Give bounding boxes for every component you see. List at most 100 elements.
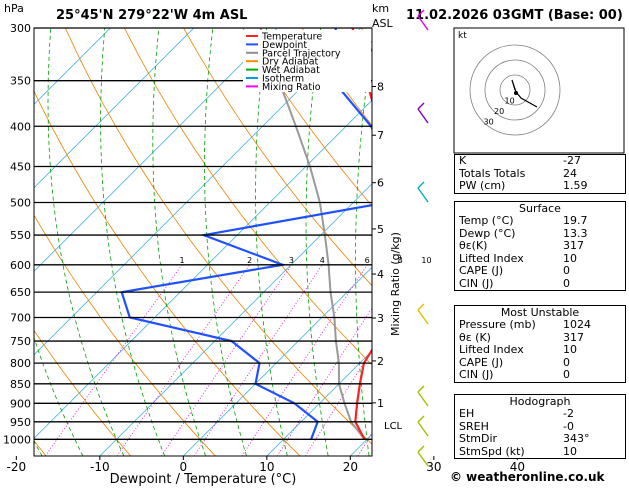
mixing-ratio-label: 2	[247, 256, 252, 265]
pressure-tick-label: 450	[10, 161, 31, 174]
wet-adiabat	[205, 28, 247, 456]
km-tick-label: 3	[377, 312, 384, 325]
hodograph-kt-label: kt	[458, 31, 467, 41]
stmdir-value: 343°	[563, 433, 621, 446]
surface-cape-label: CAPE (J)	[459, 265, 503, 278]
x-tick-label: -20	[7, 460, 27, 474]
lcl-label: LCL	[384, 421, 403, 432]
hodograph-ring-label: 10	[505, 97, 515, 106]
pressure-tick-label: 600	[10, 259, 31, 272]
surface-theta-value: 317	[563, 240, 621, 253]
hodograph-storm-motion	[514, 91, 518, 95]
mixing-ratio-line	[117, 265, 250, 456]
wind-barb	[418, 452, 428, 466]
km-tick-label: 1	[377, 397, 384, 410]
wind-barb-flag	[418, 182, 424, 188]
surface-cape-value: 0	[563, 265, 621, 278]
mixing-ratio-axis-label: Mixing Ratio (g/kg)	[389, 232, 402, 336]
mu-pressure-value: 1024	[563, 319, 621, 332]
pressure-tick-label: 900	[10, 397, 31, 410]
mixing-ratio-label: 1	[179, 256, 184, 265]
mixing-ratio-label: 8	[398, 256, 403, 265]
wind-barb	[418, 109, 428, 123]
hodograph-stats-title: Hodograph	[455, 395, 625, 408]
pressure-tick-label: 950	[10, 416, 31, 429]
mixing-ratio-label: 4	[320, 256, 325, 265]
mu-pressure-label: Pressure (mb)	[459, 319, 536, 332]
wind-barb	[418, 392, 428, 406]
legend-entry: Mixing Ratio	[262, 82, 321, 93]
wind-barb	[418, 310, 428, 324]
surface-li-value: 10	[563, 253, 621, 266]
surface-theta-label: θε(K)	[459, 240, 487, 253]
credit-text[interactable]: © weatheronline.co.uk	[450, 470, 605, 484]
pw-label: PW (cm)	[459, 180, 505, 193]
hodograph-frame	[454, 28, 624, 153]
km-label: km	[372, 2, 389, 15]
plot-frame	[34, 28, 372, 456]
mixing-ratio-line	[242, 265, 367, 456]
mixing-ratio-label: 10	[421, 256, 431, 265]
pressure-tick-label: 750	[10, 335, 31, 348]
mu-li-label: Lifted Index	[459, 344, 524, 357]
wind-barb-flag	[418, 386, 424, 392]
asl-label: ASL	[372, 17, 394, 30]
surface-temp-value: 19.7	[563, 215, 621, 228]
pressure-tick-label: 700	[10, 311, 31, 324]
mu-cin-label: CIN (J)	[459, 369, 493, 382]
eh-value: -2	[563, 408, 621, 421]
wind-barb-flag	[418, 416, 424, 422]
pressure-tick-label: 350	[10, 75, 31, 88]
most-unstable-box: Most Unstable Pressure (mb)1024 θε (K)31…	[454, 305, 626, 383]
km-tick-label: 6	[377, 177, 384, 190]
wind-barb-flag	[418, 304, 424, 310]
surface-box: Surface Temp (°C)19.7 Dewp (°C)13.3 θε(K…	[454, 201, 626, 291]
pressure-tick-label: 400	[10, 120, 31, 133]
mixing-ratio-line	[194, 265, 322, 456]
wind-barbs	[418, 10, 428, 466]
pressure-tick-label: 300	[10, 22, 31, 35]
isotherm-line	[0, 28, 277, 456]
wet-adiabat	[48, 28, 124, 456]
surface-cin-value: 0	[563, 278, 621, 291]
x-tick-label: 30	[426, 460, 441, 474]
mu-cape-value: 0	[563, 357, 621, 370]
mixing-ratio-line	[45, 265, 182, 456]
wind-barb-flag	[418, 446, 424, 452]
mu-cin-value: 0	[563, 369, 621, 382]
pressure-tick-label: 850	[10, 378, 31, 391]
surface-cin-label: CIN (J)	[459, 278, 493, 291]
surface-temp-label: Temp (°C)	[459, 215, 514, 228]
pressure-tick-label: 800	[10, 357, 31, 370]
pressure-tick-label: 500	[10, 197, 31, 210]
x-tick-label: 20	[343, 460, 358, 474]
mixing-ratio-label: 6	[365, 256, 370, 265]
datetime-title: 11.02.2026 03GMT (Base: 00)	[406, 8, 623, 23]
wind-barb-flag	[418, 103, 424, 109]
hodograph-ring-label: 30	[484, 118, 494, 127]
stmdir-label: StmDir	[459, 433, 497, 446]
wet-adiabat	[404, 28, 429, 456]
x-axis-title: Dewpoint / Temperature (°C)	[110, 472, 297, 486]
hpa-label: hPa	[4, 2, 24, 15]
pressure-tick-label: 1000	[3, 433, 31, 446]
km-tick-label: 5	[377, 223, 384, 236]
stmspd-label: StmSpd (kt)	[459, 446, 525, 459]
location-title: 25°45'N 279°22'W 4m ASL	[56, 8, 247, 23]
wind-barb	[418, 188, 428, 202]
x-tick-label: -10	[90, 460, 110, 474]
k-label: K	[459, 155, 466, 168]
k-value: -27	[563, 155, 621, 168]
wet-adiabat	[101, 28, 165, 456]
mixing-ratio-label: 3	[289, 256, 294, 265]
pressure-tick-label: 650	[10, 286, 31, 299]
pressure-tick-label: 550	[10, 229, 31, 242]
pw-value: 1.59	[563, 180, 621, 193]
wind-barb	[418, 422, 428, 436]
mu-li-value: 10	[563, 344, 621, 357]
